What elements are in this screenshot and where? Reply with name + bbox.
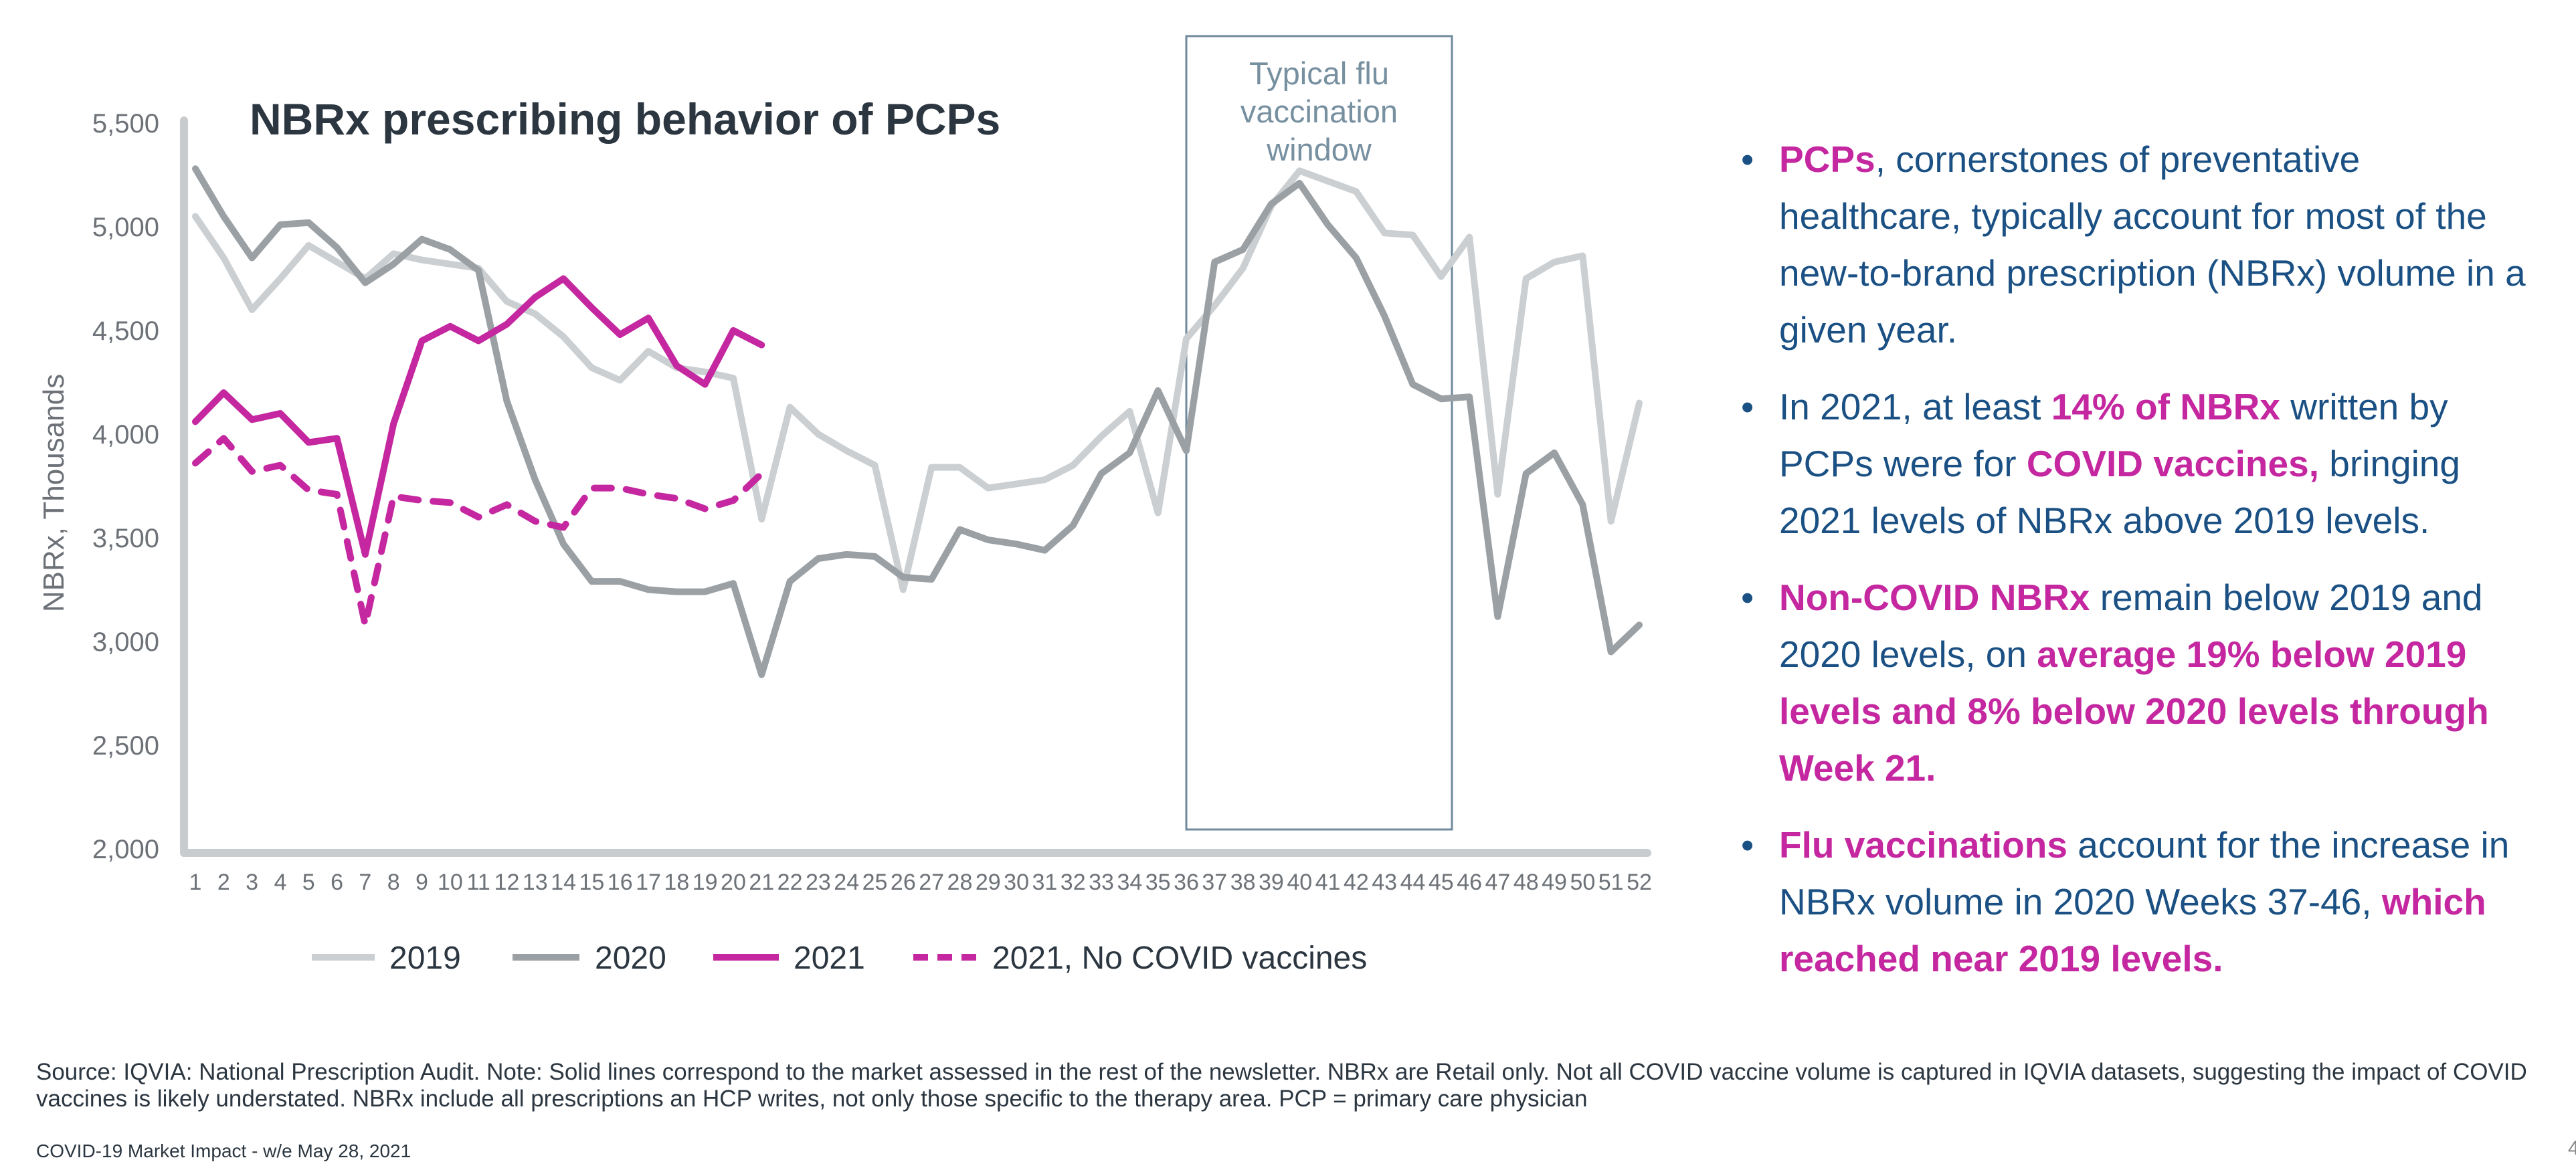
legend-label: 2021	[794, 941, 865, 976]
x-tick-label: 24	[834, 870, 859, 895]
x-tick-label: 32	[1061, 870, 1086, 895]
flu-window-label: window	[1266, 132, 1372, 167]
flu-window-label: vaccination	[1240, 94, 1398, 129]
x-tick-label: 52	[1627, 870, 1652, 895]
body-text: In 2021, at least	[1779, 386, 2051, 427]
x-tick-label: 18	[664, 870, 689, 895]
x-tick-label: 15	[579, 870, 604, 895]
x-tick-label: 47	[1485, 870, 1511, 895]
x-tick-label: 44	[1400, 870, 1426, 895]
x-tick-label: 51	[1598, 870, 1624, 895]
x-tick-label: 19	[693, 870, 718, 895]
legend-label: 2019	[389, 941, 461, 976]
bullet-icon: •	[1741, 386, 1754, 427]
legend-label: 2020	[595, 941, 666, 976]
x-tick-label: 10	[438, 870, 463, 895]
x-tick-label: 33	[1089, 870, 1114, 895]
x-tick-label: 5	[302, 870, 315, 895]
body-text: remain below 2019 and 2020 levels, on	[1779, 577, 2483, 675]
x-tick-label: 6	[331, 870, 343, 895]
x-tick-label: 48	[1513, 870, 1539, 895]
x-tick-label: 40	[1287, 870, 1312, 895]
x-tick-label: 35	[1145, 870, 1171, 895]
bullet-item: • In 2021, at least 14% of NBRx written b…	[1741, 379, 2544, 549]
bullet-icon: •	[1741, 824, 1754, 866]
series-line-2021	[192, 275, 765, 558]
x-tick-label: 23	[806, 870, 831, 895]
y-tick-label: 4,000	[92, 420, 159, 450]
x-tick-label: 30	[1004, 870, 1029, 895]
highlight-text: average 19% below 2019 levels and 8% bel…	[1779, 633, 2489, 789]
bullet-item: • Non-COVID NBRx remain below 2019 and 20…	[1741, 569, 2544, 797]
x-tick-label: 13	[523, 870, 548, 895]
footer-text: COVID-19 Market Impact - w/e May 28, 202…	[36, 1141, 411, 1161]
x-tick-label: 45	[1429, 870, 1454, 895]
bullet-item: • Flu vaccinations account for the increa…	[1741, 817, 2544, 987]
highlight-text: Non-COVID NBRx	[1779, 577, 2090, 618]
x-tick-label: 1	[189, 870, 202, 895]
x-tick-label: 50	[1570, 870, 1595, 895]
x-tick-label: 27	[919, 870, 944, 895]
x-tick-label: 34	[1117, 870, 1142, 895]
y-tick-label: 2,500	[92, 731, 159, 761]
y-tick-label: 4,500	[92, 316, 159, 346]
x-tick-label: 21	[749, 870, 774, 895]
y-axis-label: NBRx, Thousands	[37, 374, 70, 612]
y-tick-label: 2,000	[92, 835, 159, 864]
x-tick-label: 3	[246, 870, 258, 895]
highlight-text: 14% of NBRx	[2051, 386, 2280, 427]
highlight-text: PCPs	[1779, 138, 1875, 180]
x-tick-label: 26	[891, 870, 916, 895]
x-tick-label: 8	[387, 870, 400, 895]
x-tick-label: 2	[217, 870, 230, 895]
y-tick-label: 5,000	[92, 213, 159, 242]
highlight-text: COVID vaccines,	[2026, 443, 2319, 484]
x-tick-label: 7	[359, 870, 371, 895]
x-tick-label: 38	[1230, 870, 1256, 895]
source-footnote: Source: IQVIA: National Prescription Aud…	[36, 1059, 2527, 1112]
bullet-icon: •	[1741, 577, 1754, 618]
x-tick-label: 42	[1344, 870, 1369, 895]
x-tick-label: 31	[1032, 870, 1057, 895]
x-tick-label: 22	[777, 870, 803, 895]
key-findings: • PCPs, cornerstones of preventative heal…	[1741, 131, 2544, 1007]
x-tick-label: 16	[608, 870, 633, 895]
series-line-2019	[192, 167, 1643, 593]
x-tick-label: 9	[416, 870, 428, 895]
y-tick-label: 3,500	[92, 524, 159, 553]
x-tick-label: 17	[636, 870, 661, 895]
body-text: written by PCPs were for	[1779, 386, 2448, 484]
x-tick-label: 39	[1259, 870, 1284, 895]
x-tick-label: 41	[1315, 870, 1341, 895]
body-text: , cornerstones of preventative healthcar…	[1779, 138, 2526, 351]
highlight-text: Flu vaccinations	[1779, 824, 2067, 866]
x-tick-label: 20	[721, 870, 746, 895]
x-tick-label: 49	[1542, 870, 1567, 895]
x-tick-label: 29	[976, 870, 1001, 895]
chart-title: NBRx prescribing behavior of PCPs	[250, 94, 1001, 144]
y-tick-label: 3,000	[92, 627, 159, 657]
x-tick-label: 46	[1457, 870, 1482, 895]
x-tick-label: 36	[1174, 870, 1199, 895]
bullet-item: • PCPs, cornerstones of preventative heal…	[1741, 131, 2544, 359]
x-tick-label: 4	[274, 870, 286, 895]
body-text: account for the increase in NBRx volume …	[1779, 824, 2510, 922]
flu-window-label: Typical flu	[1249, 56, 1389, 91]
legend-label: 2021, No COVID vaccines	[992, 941, 1367, 976]
x-tick-label: 28	[947, 870, 973, 895]
series-line-2021-no-covid-vaccines	[192, 435, 765, 629]
page-number: 4	[2568, 1137, 2576, 1159]
x-tick-label: 37	[1202, 870, 1227, 895]
x-tick-label: 11	[466, 870, 490, 895]
y-tick-label: 5,500	[92, 109, 159, 138]
x-tick-label: 12	[494, 870, 520, 895]
bullet-icon: •	[1741, 138, 1754, 180]
body-text: bringing 2021 levels of NBRx above 2019 …	[1779, 443, 2460, 541]
x-tick-label: 25	[862, 870, 888, 895]
highlight-text: which reached near 2019 levels.	[1779, 881, 2486, 979]
x-tick-label: 14	[551, 870, 576, 895]
series-line-2020	[192, 165, 1643, 678]
x-tick-label: 43	[1372, 870, 1397, 895]
